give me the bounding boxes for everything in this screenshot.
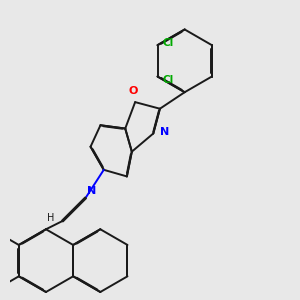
Text: Cl: Cl bbox=[163, 75, 174, 85]
Text: N: N bbox=[160, 127, 169, 137]
Text: O: O bbox=[129, 86, 138, 96]
Text: N: N bbox=[87, 186, 97, 196]
Text: Cl: Cl bbox=[163, 38, 174, 49]
Text: H: H bbox=[47, 213, 54, 223]
